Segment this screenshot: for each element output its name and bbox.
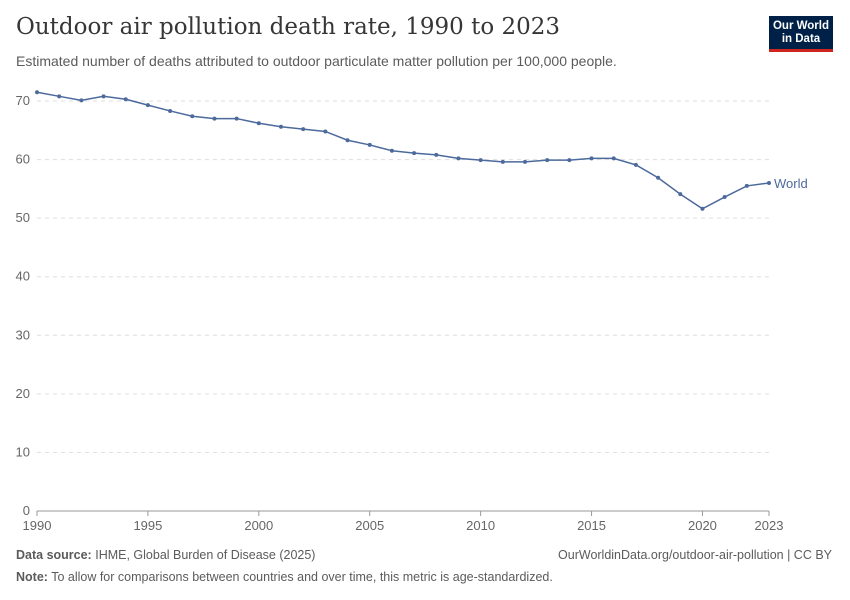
data-point <box>256 121 261 126</box>
data-point <box>678 192 683 197</box>
source-url[interactable]: OurWorldinData.org/outdoor-air-pollution… <box>558 548 832 562</box>
data-point <box>656 175 661 180</box>
logo-line1: Our World <box>772 20 829 32</box>
data-point <box>456 156 461 161</box>
data-point <box>744 183 749 188</box>
data-point <box>545 158 550 163</box>
owid-logo[interactable]: Our World in Data <box>769 16 833 52</box>
data-point <box>234 116 239 121</box>
data-point <box>35 90 39 95</box>
x-tick-label: 2000 <box>244 518 273 533</box>
note: Note: To allow for comparisons between c… <box>16 570 553 584</box>
data-point <box>190 114 195 119</box>
y-tick-label: 50 <box>16 210 30 225</box>
data-point <box>722 195 727 200</box>
data-point <box>367 142 372 147</box>
data-point <box>478 158 483 163</box>
chart-subtitle: Estimated number of deaths attributed to… <box>16 53 617 69</box>
source-label: Data source: <box>16 548 92 562</box>
data-point <box>145 103 150 108</box>
y-tick-label: 20 <box>16 386 30 401</box>
data-source: Data source: IHME, Global Burden of Dise… <box>16 548 315 562</box>
data-point <box>412 151 417 156</box>
y-tick-label: 70 <box>16 93 30 108</box>
chart-title: Outdoor air pollution death rate, 1990 t… <box>16 14 561 40</box>
y-tick-label: 0 <box>23 503 30 518</box>
data-point <box>279 124 283 129</box>
x-tick-label: 1995 <box>133 518 162 533</box>
series-label-world: World <box>774 176 808 191</box>
data-point <box>79 98 84 103</box>
note-text: To allow for comparisons between countri… <box>51 570 553 584</box>
series-line-world <box>36 91 770 210</box>
source-text: IHME, Global Burden of Disease (2025) <box>95 548 316 562</box>
x-tick-label: 2015 <box>577 518 606 533</box>
data-point <box>500 159 505 164</box>
data-point <box>633 162 638 167</box>
y-tick-label: 40 <box>16 269 30 284</box>
y-tick-label: 30 <box>16 327 30 342</box>
data-point <box>123 97 128 102</box>
data-point <box>523 159 527 164</box>
data-point <box>611 156 616 161</box>
data-point <box>700 206 705 211</box>
y-tick-label: 60 <box>16 152 30 167</box>
x-tick-label: 1990 <box>23 518 52 533</box>
x-tick-label: 2005 <box>355 518 384 533</box>
data-point <box>101 94 106 99</box>
data-point <box>589 156 594 161</box>
logo-line2: in Data <box>781 33 821 45</box>
note-label: Note: <box>16 570 48 584</box>
data-point <box>345 138 350 143</box>
data-point <box>567 158 572 163</box>
data-point <box>434 152 439 157</box>
data-point <box>212 116 217 121</box>
data-point <box>57 94 62 99</box>
y-tick-label: 10 <box>16 444 30 459</box>
data-point <box>389 148 394 153</box>
x-tick-label: 2020 <box>688 518 717 533</box>
x-tick-label: 2010 <box>466 518 495 533</box>
data-point <box>767 181 771 185</box>
data-point <box>301 127 306 132</box>
data-point <box>168 108 173 113</box>
x-tick-label: 2023 <box>755 518 784 533</box>
data-point <box>323 129 328 134</box>
